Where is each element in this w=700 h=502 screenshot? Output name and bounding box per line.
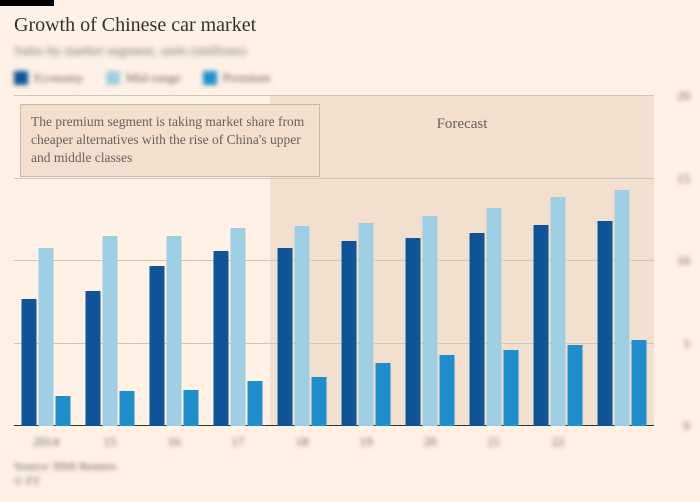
legend-label: Premium xyxy=(223,70,271,86)
bar-set xyxy=(150,236,199,426)
bar xyxy=(423,216,438,426)
bar xyxy=(150,266,165,426)
chart-footer: Source: BMI Reuters © FT xyxy=(14,459,116,490)
chart-area: Forecast The premium segment is taking m… xyxy=(14,96,654,426)
bar-group: 19 xyxy=(334,96,398,426)
bar-set xyxy=(534,197,583,426)
bar-set xyxy=(22,248,71,426)
x-tick-label: 16 xyxy=(142,434,206,450)
bar xyxy=(615,190,630,426)
bar xyxy=(184,390,199,426)
bar-group: 21 xyxy=(462,96,526,426)
bar xyxy=(342,241,357,426)
bar xyxy=(406,238,421,426)
x-tick-label: 15 xyxy=(78,434,142,450)
chart-subtitle: Sales by market segment, units (millions… xyxy=(14,44,247,60)
bar xyxy=(487,208,502,426)
bar xyxy=(103,236,118,426)
x-tick-label: 21 xyxy=(462,434,526,450)
bar xyxy=(470,233,485,426)
bar-set xyxy=(406,216,455,426)
legend-item: Premium xyxy=(203,70,271,86)
bar-group: 17 xyxy=(206,96,270,426)
bar xyxy=(632,340,647,426)
y-tick-label: 10 xyxy=(677,253,690,269)
bar xyxy=(231,228,246,426)
bar xyxy=(312,377,327,427)
legend-swatch xyxy=(106,71,120,85)
y-tick-label: 15 xyxy=(677,171,690,187)
bar-set xyxy=(470,208,519,426)
bar xyxy=(598,221,613,426)
legend-label: Economy xyxy=(34,70,84,86)
bar xyxy=(440,355,455,426)
bar xyxy=(22,299,37,426)
bar-group: 20 xyxy=(398,96,462,426)
legend-label: Mid-range xyxy=(126,70,181,86)
bar-group xyxy=(590,96,654,426)
bar-groups: 20141516171819202122 xyxy=(14,96,654,426)
bar xyxy=(504,350,519,426)
source-line: Source: BMI Reuters xyxy=(14,459,116,475)
bar xyxy=(551,197,566,426)
bar xyxy=(56,396,71,426)
x-tick-label: 18 xyxy=(270,434,334,450)
chart-title: Growth of Chinese car market xyxy=(14,14,256,37)
bar-set xyxy=(86,236,135,426)
bar-group: 16 xyxy=(142,96,206,426)
copyright-line: © FT xyxy=(14,474,116,490)
bar xyxy=(568,345,583,426)
bar-set xyxy=(342,223,391,426)
bar xyxy=(278,248,293,426)
x-tick-label: 22 xyxy=(526,434,590,450)
y-tick-label: 20 xyxy=(677,88,690,104)
bar xyxy=(295,226,310,426)
x-tick-label: 2014 xyxy=(14,434,78,450)
legend: Economy Mid-range Premium xyxy=(14,70,270,86)
bar-group: 2014 xyxy=(14,96,78,426)
x-tick-label: 20 xyxy=(398,434,462,450)
legend-swatch xyxy=(203,71,217,85)
legend-item: Economy xyxy=(14,70,84,86)
bar xyxy=(120,391,135,426)
bar-set xyxy=(214,228,263,426)
legend-swatch xyxy=(14,71,28,85)
y-tick-label: 5 xyxy=(684,336,691,352)
legend-item: Mid-range xyxy=(106,70,181,86)
bar xyxy=(39,248,54,426)
bar-group: 22 xyxy=(526,96,590,426)
bar xyxy=(359,223,374,426)
bar xyxy=(86,291,101,426)
bar xyxy=(167,236,182,426)
bar xyxy=(248,381,263,426)
bar-set xyxy=(278,226,327,426)
bar xyxy=(534,225,549,426)
y-tick-label: 0 xyxy=(684,418,691,434)
bar xyxy=(376,363,391,426)
accent-bar xyxy=(0,0,54,6)
bar xyxy=(214,251,229,426)
x-tick-label: 19 xyxy=(334,434,398,450)
x-tick-label: 17 xyxy=(206,434,270,450)
bar-group: 15 xyxy=(78,96,142,426)
bar-set xyxy=(598,190,647,426)
bar-group: 18 xyxy=(270,96,334,426)
